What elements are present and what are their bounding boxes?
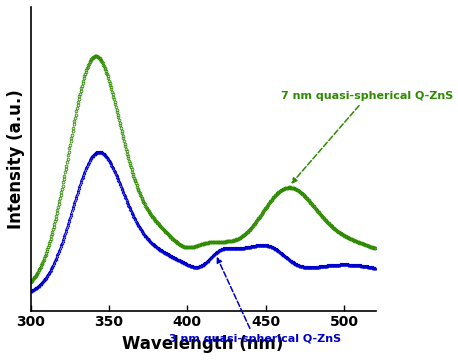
Text: 3 nm quasi-spherical Q-ZnS: 3 nm quasi-spherical Q-ZnS <box>169 258 341 344</box>
Y-axis label: Intensity (a.u.): Intensity (a.u.) <box>7 89 25 229</box>
X-axis label: Wavelength (nm): Wavelength (nm) <box>122 335 284 353</box>
Text: 7 nm quasi-spherical Q-ZnS: 7 nm quasi-spherical Q-ZnS <box>282 91 454 183</box>
